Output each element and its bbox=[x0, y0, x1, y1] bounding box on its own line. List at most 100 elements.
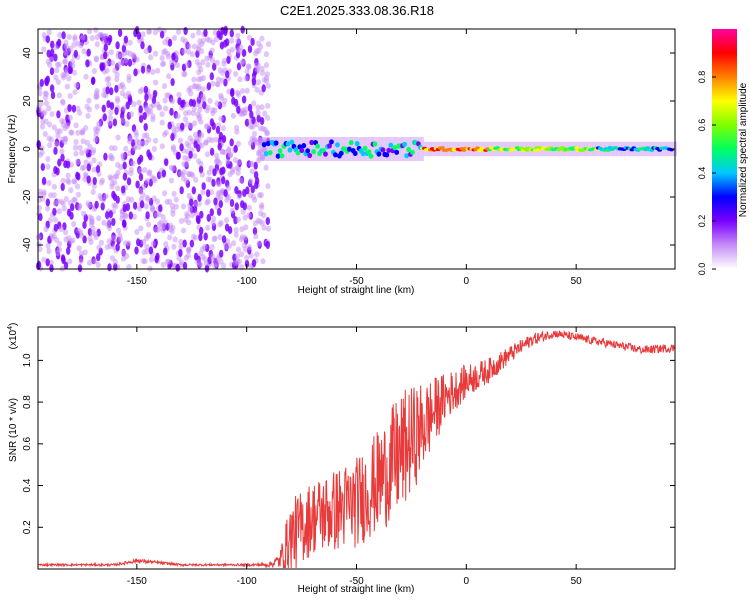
spectrogram-cell bbox=[202, 243, 208, 250]
spectrogram-cell bbox=[230, 166, 236, 173]
spectrogram-cell bbox=[92, 136, 98, 143]
spectrogram-cell bbox=[315, 137, 319, 161]
spectrogram-cell bbox=[71, 221, 77, 227]
snr-y-tick-label: 0.8 bbox=[22, 395, 33, 409]
spectrogram-cell bbox=[73, 139, 79, 145]
spectrogram-cell bbox=[175, 263, 180, 272]
spectrogram-cell bbox=[109, 60, 116, 66]
spectrogram-cell bbox=[65, 122, 71, 129]
spectrogram-cell bbox=[62, 136, 68, 142]
spectrogram-cell bbox=[260, 155, 266, 161]
spectrogram-cell bbox=[224, 243, 230, 250]
spectrogram-cell bbox=[238, 177, 244, 184]
spectrogram-cell bbox=[211, 122, 216, 131]
spectrogram-cell bbox=[211, 178, 216, 187]
spectrogram-cell bbox=[279, 153, 285, 159]
spectrogram-cell bbox=[264, 71, 270, 78]
spectrogram-cell bbox=[258, 125, 264, 132]
spectrogram-cell bbox=[161, 169, 167, 178]
spectrogram-cell bbox=[76, 245, 82, 252]
spectrogram-x-tick-label: -50 bbox=[349, 276, 364, 287]
spectrogram-cell bbox=[79, 165, 86, 172]
spectrogram-cell bbox=[212, 29, 218, 36]
spectrogram-cell bbox=[145, 211, 150, 220]
spectrogram-cell bbox=[144, 178, 151, 184]
spectrogram-cell bbox=[111, 218, 116, 226]
spectrogram-cell bbox=[246, 244, 252, 251]
spectrogram-cell bbox=[85, 112, 91, 119]
spectrogram-cell bbox=[41, 256, 47, 263]
spectrogram-y-tick-label: 20 bbox=[22, 95, 33, 107]
snr-x-ticks: -150 -100 -50 0 50 bbox=[127, 327, 582, 587]
spectrogram-cell bbox=[115, 243, 120, 252]
spectrogram-cell bbox=[167, 38, 173, 47]
spectrogram-cell bbox=[151, 146, 157, 152]
spectrogram-cell bbox=[258, 210, 264, 217]
snr-x-tick-label: 0 bbox=[464, 576, 470, 587]
spectrogram-cell bbox=[163, 105, 169, 112]
colorbar: 0.0 0.2 0.4 0.6 0.8 Normalized spectral ampl… bbox=[697, 29, 749, 275]
spectrogram-cell bbox=[80, 34, 86, 41]
spectrogram-cell bbox=[96, 215, 102, 222]
spectrogram-marks bbox=[35, 25, 677, 273]
spectrogram-cell bbox=[86, 175, 91, 184]
spectrogram-cell bbox=[275, 153, 281, 159]
spectrogram-cell bbox=[45, 75, 50, 84]
snr-y-label: SNR (10 * v/v) bbox=[8, 398, 19, 462]
spectrogram-cell bbox=[152, 29, 158, 36]
spectrogram-cell bbox=[192, 153, 198, 160]
spectrogram-cell bbox=[257, 137, 261, 161]
spectrogram-cell bbox=[265, 41, 272, 48]
figure-title: C2E1.2025.333.08.36.R18 bbox=[280, 3, 434, 18]
spectrogram-cell bbox=[205, 224, 211, 231]
spectrogram-cell bbox=[48, 259, 54, 266]
spectrogram-cell bbox=[101, 33, 107, 39]
spectrogram-cell bbox=[186, 246, 192, 253]
spectrogram-cell bbox=[248, 123, 254, 130]
spectrogram-cell bbox=[180, 36, 186, 43]
spectrogram-cell bbox=[103, 51, 108, 60]
spectrogram-cell bbox=[104, 67, 110, 74]
spectrogram-cell bbox=[217, 67, 223, 74]
spectrogram-cell bbox=[48, 56, 55, 63]
spectrogram-cell bbox=[229, 199, 235, 207]
spectrogram-cell bbox=[264, 114, 271, 121]
spectrogram-cell bbox=[72, 36, 78, 43]
spectrogram-cell bbox=[77, 264, 83, 273]
spectrogram-cell bbox=[233, 98, 239, 107]
spectrogram-cell bbox=[242, 189, 247, 197]
snr-series-line bbox=[37, 329, 675, 569]
spectrogram-cell bbox=[334, 137, 337, 161]
spectrogram-cell bbox=[253, 161, 258, 170]
spectrogram-cell bbox=[197, 193, 202, 202]
spectrogram-cell bbox=[255, 79, 262, 86]
spectrogram-cell bbox=[162, 190, 168, 197]
spectrogram-cell bbox=[53, 44, 59, 51]
spectrogram-cell bbox=[295, 150, 301, 156]
spectrogram-cell bbox=[196, 29, 202, 36]
spectrogram-cell bbox=[86, 106, 92, 113]
spectrogram-cell bbox=[210, 110, 216, 117]
spectrogram-cell bbox=[384, 137, 387, 161]
spectrogram-cell bbox=[144, 93, 149, 102]
spectrogram-cell bbox=[532, 148, 538, 152]
spectrogram-cell bbox=[150, 240, 156, 247]
snr-y-tick-label: 1.0 bbox=[22, 353, 33, 367]
spectrogram-cell bbox=[189, 198, 194, 207]
spectrogram-cell bbox=[52, 216, 58, 223]
spectrogram-cell bbox=[265, 137, 269, 161]
spectrogram-cell bbox=[92, 231, 98, 237]
spectrogram-cell bbox=[45, 205, 51, 212]
spectrogram-cell bbox=[302, 137, 306, 161]
snr-y-tick-label: 0.2 bbox=[22, 520, 33, 534]
spectrogram-cell bbox=[73, 49, 79, 58]
spectrogram-cell bbox=[37, 90, 43, 97]
spectrogram-cell bbox=[148, 256, 155, 263]
spectrogram-cell bbox=[53, 166, 58, 174]
spectrogram-cell bbox=[144, 243, 150, 250]
spectrogram-cell bbox=[246, 212, 252, 219]
spectrogram-cell bbox=[55, 198, 61, 205]
spectrogram-cell bbox=[198, 66, 204, 73]
spectrogram-cell bbox=[83, 73, 89, 80]
spectrogram-cell bbox=[57, 158, 62, 167]
